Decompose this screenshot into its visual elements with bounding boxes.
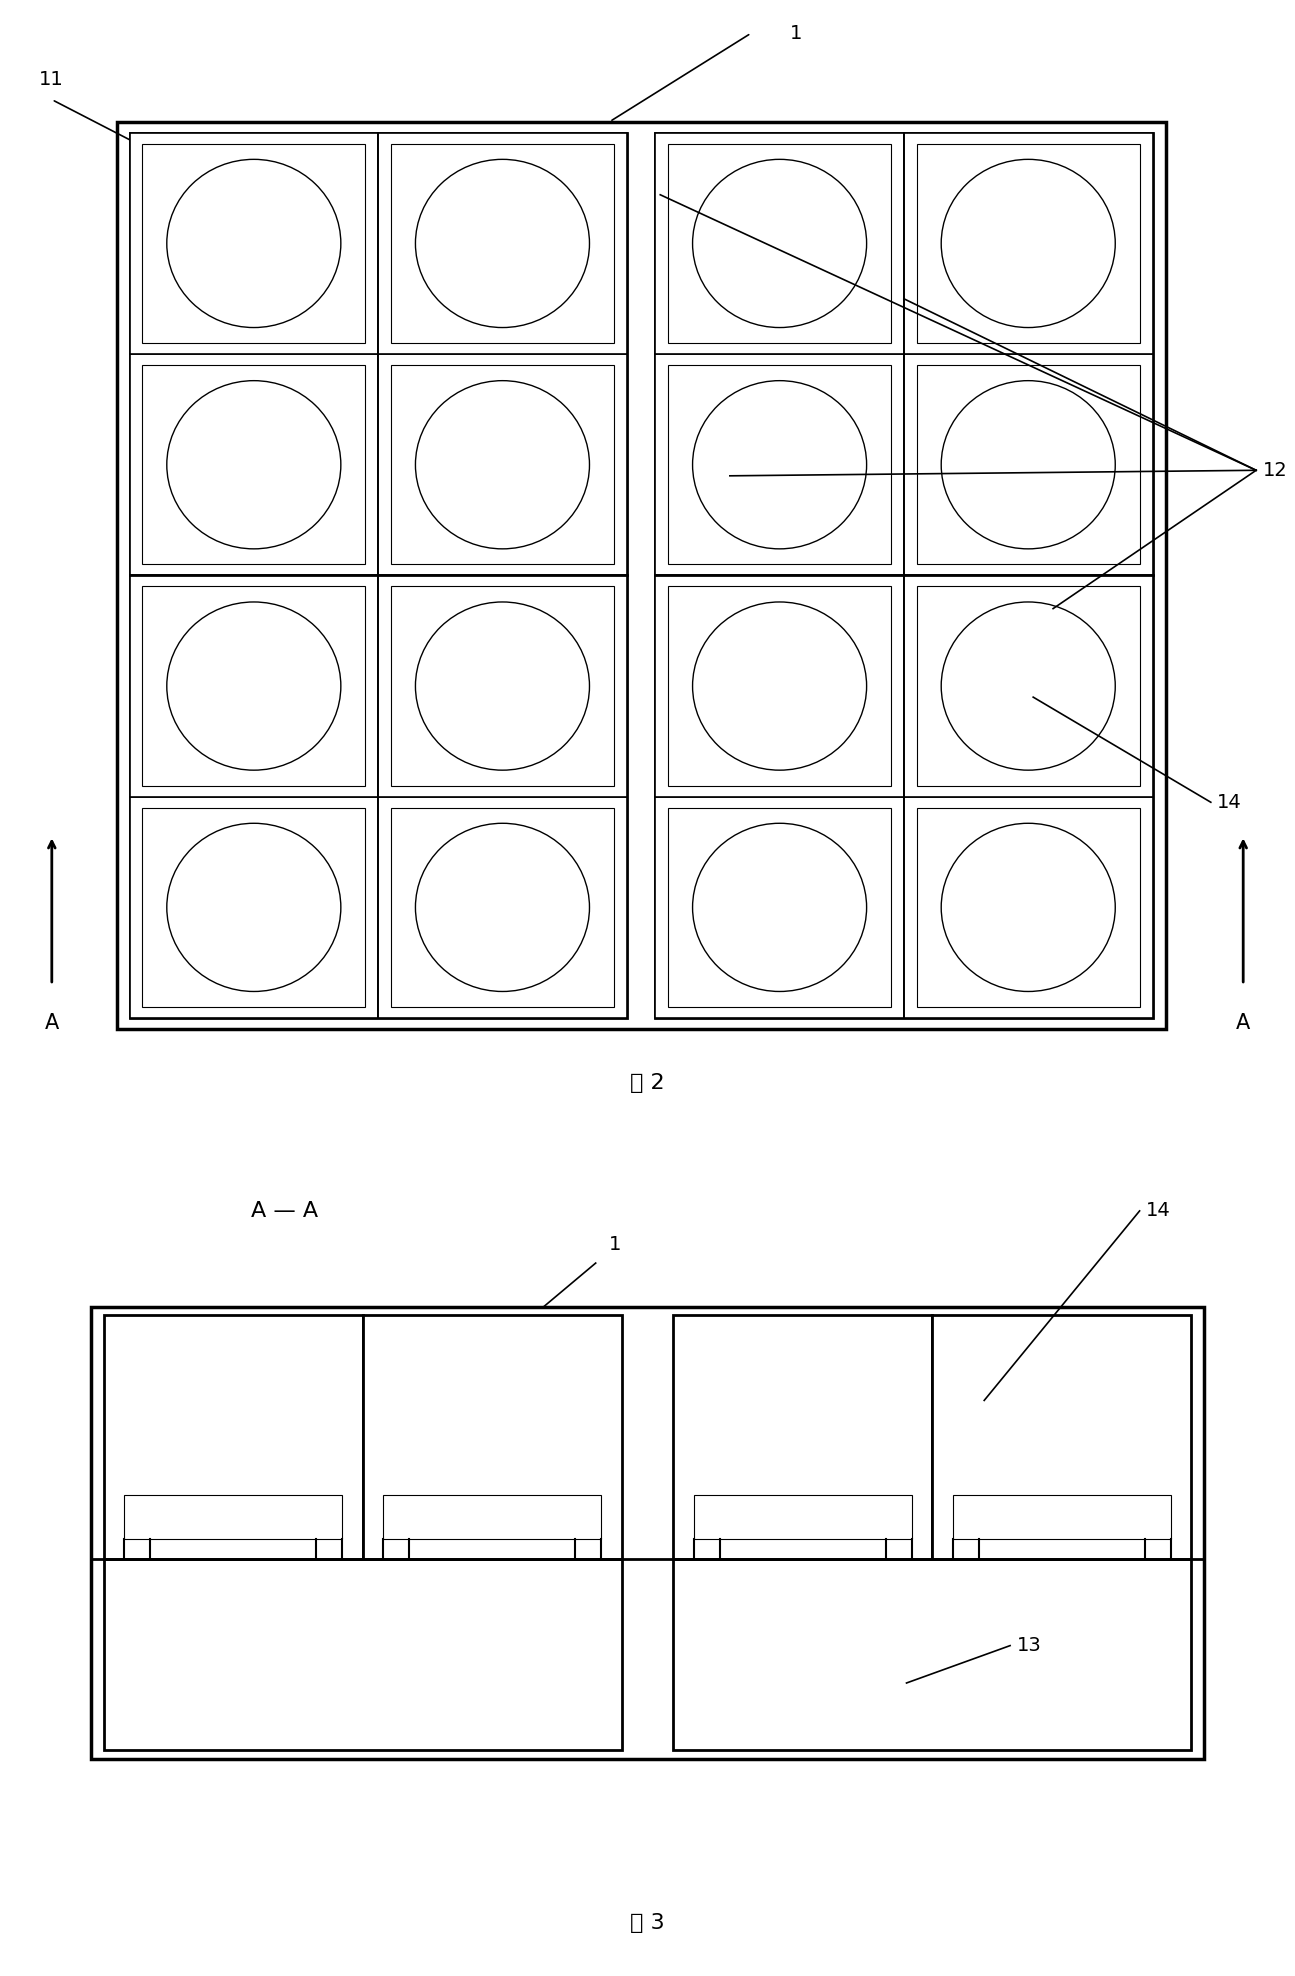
Bar bbox=[378, 575, 627, 796]
Bar bbox=[932, 1316, 1191, 1559]
Bar bbox=[917, 808, 1140, 1008]
Ellipse shape bbox=[693, 603, 866, 771]
Bar bbox=[668, 366, 891, 565]
Text: 13: 13 bbox=[1017, 1636, 1041, 1656]
Ellipse shape bbox=[416, 603, 589, 771]
Ellipse shape bbox=[693, 824, 866, 992]
Bar bbox=[655, 132, 904, 354]
Text: 12: 12 bbox=[1263, 460, 1287, 480]
Bar bbox=[130, 132, 378, 354]
Bar bbox=[655, 132, 1153, 1018]
Bar bbox=[673, 1316, 932, 1559]
Bar bbox=[130, 796, 378, 1018]
Bar bbox=[904, 796, 1153, 1018]
Bar bbox=[363, 1316, 622, 1559]
Bar bbox=[378, 132, 627, 354]
Bar bbox=[142, 808, 365, 1008]
Ellipse shape bbox=[416, 824, 589, 992]
Bar bbox=[668, 808, 891, 1008]
Bar bbox=[117, 123, 1166, 1029]
Bar bbox=[904, 575, 1153, 796]
Bar bbox=[383, 1496, 601, 1539]
Bar bbox=[655, 575, 904, 796]
Bar bbox=[142, 144, 365, 344]
Text: 1: 1 bbox=[609, 1235, 622, 1255]
Bar bbox=[104, 1559, 622, 1751]
Bar bbox=[917, 366, 1140, 565]
Bar bbox=[91, 1306, 1204, 1759]
Bar bbox=[694, 1496, 912, 1539]
Bar bbox=[917, 144, 1140, 344]
Bar bbox=[953, 1496, 1171, 1539]
Ellipse shape bbox=[941, 603, 1115, 771]
Text: 图 3: 图 3 bbox=[631, 1913, 664, 1933]
Bar bbox=[391, 366, 614, 565]
Bar bbox=[130, 575, 378, 796]
Bar bbox=[130, 354, 378, 575]
Ellipse shape bbox=[416, 381, 589, 549]
Ellipse shape bbox=[941, 381, 1115, 549]
Bar bbox=[391, 144, 614, 344]
Bar bbox=[673, 1559, 1191, 1751]
Bar bbox=[668, 144, 891, 344]
Bar bbox=[655, 354, 904, 575]
Ellipse shape bbox=[167, 160, 341, 328]
Ellipse shape bbox=[167, 381, 341, 549]
Ellipse shape bbox=[693, 160, 866, 328]
Text: A — A: A — A bbox=[251, 1201, 319, 1221]
Bar bbox=[378, 354, 627, 575]
Ellipse shape bbox=[167, 603, 341, 771]
Bar bbox=[655, 796, 904, 1018]
Bar bbox=[378, 796, 627, 1018]
Text: 图 2: 图 2 bbox=[631, 1073, 664, 1093]
Ellipse shape bbox=[941, 160, 1115, 328]
Ellipse shape bbox=[941, 824, 1115, 992]
Bar bbox=[130, 132, 627, 1018]
Bar bbox=[904, 132, 1153, 354]
Ellipse shape bbox=[167, 824, 341, 992]
Bar bbox=[391, 808, 614, 1008]
Bar bbox=[917, 587, 1140, 786]
Bar bbox=[391, 587, 614, 786]
Text: 1: 1 bbox=[790, 24, 803, 43]
Bar bbox=[104, 1316, 363, 1559]
Text: 14: 14 bbox=[1146, 1201, 1171, 1221]
Bar bbox=[142, 366, 365, 565]
Bar bbox=[124, 1496, 342, 1539]
Bar bbox=[904, 354, 1153, 575]
Text: 11: 11 bbox=[39, 69, 63, 89]
Bar bbox=[142, 587, 365, 786]
Text: A: A bbox=[1235, 1012, 1251, 1033]
Ellipse shape bbox=[693, 381, 866, 549]
Text: 14: 14 bbox=[1217, 792, 1242, 812]
Text: A: A bbox=[44, 1012, 60, 1033]
Bar bbox=[668, 587, 891, 786]
Ellipse shape bbox=[416, 160, 589, 328]
